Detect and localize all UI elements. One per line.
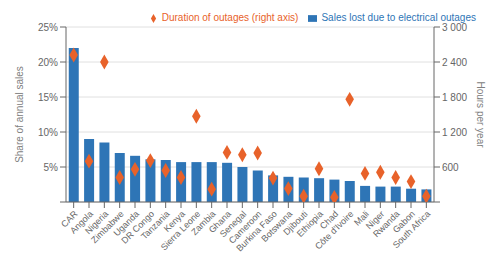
svg-text:Sierra Leone: Sierra Leone	[158, 208, 203, 253]
svg-text:Nigeria: Nigeria	[83, 208, 111, 237]
svg-text:CAR: CAR	[59, 208, 80, 230]
svg-text:5%: 5%	[44, 162, 59, 173]
svg-text:3 000: 3 000	[442, 22, 467, 33]
svg-text:Zambia: Zambia	[189, 208, 218, 238]
svg-text:DR Congo: DR Congo	[119, 208, 157, 246]
svg-text:Share of annual sales: Share of annual sales	[14, 66, 25, 163]
svg-text:Burkina Faso: Burkina Faso	[234, 208, 279, 254]
svg-text:1 200: 1 200	[442, 127, 467, 138]
svg-text:Côte d'Ivoire: Côte d'Ivoire	[313, 209, 356, 252]
svg-text:1 800: 1 800	[442, 92, 467, 103]
svg-text:Djibouti: Djibouti	[281, 208, 310, 238]
html-text:Sales lost due to electrical o: Sales lost due to electrical outages	[321, 12, 476, 23]
svg-text:Ethiopia: Ethiopia	[294, 208, 325, 239]
svg-text:Kenya: Kenya	[161, 208, 187, 234]
svg-text:2 400: 2 400	[442, 57, 467, 68]
svg-text:Rwanda: Rwanda	[371, 208, 402, 240]
html-text:Duration of outages (right axi: Duration of outages (right axis)	[161, 12, 299, 23]
svg-text:Senegal: Senegal	[217, 208, 249, 240]
svg-text:Hours per year: Hours per year	[475, 81, 486, 148]
svg-text:Tanzania: Tanzania	[139, 208, 172, 242]
svg-text:Botswana: Botswana	[259, 208, 295, 244]
svg-text:Uganda: Uganda	[111, 208, 141, 239]
svg-text:600: 600	[442, 162, 459, 173]
svg-text:South Africa: South Africa	[391, 209, 432, 250]
svg-text:20%: 20%	[38, 57, 58, 68]
svg-text:Zimbabwe: Zimbabwe	[89, 208, 126, 246]
svg-text:Cameroon: Cameroon	[226, 208, 264, 246]
svg-text:Gabon: Gabon	[390, 208, 417, 235]
svg-text:Angola: Angola	[68, 208, 95, 236]
svg-text:Ghana: Ghana	[206, 208, 233, 235]
svg-text:Mali: Mali	[352, 208, 371, 228]
svg-text:Chad: Chad	[318, 208, 341, 232]
svg-text:10%: 10%	[38, 127, 58, 138]
svg-text:25%: 25%	[38, 22, 58, 33]
svg-text:15%: 15%	[38, 92, 58, 103]
svg-text:Niger: Niger	[364, 208, 387, 232]
